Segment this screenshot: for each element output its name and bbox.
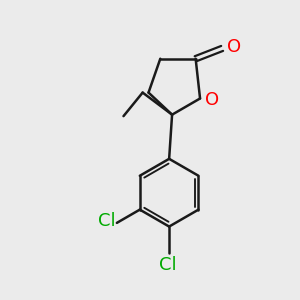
- Text: Cl: Cl: [98, 212, 116, 230]
- Text: Cl: Cl: [159, 256, 176, 274]
- Text: O: O: [206, 91, 220, 109]
- Text: O: O: [227, 38, 242, 56]
